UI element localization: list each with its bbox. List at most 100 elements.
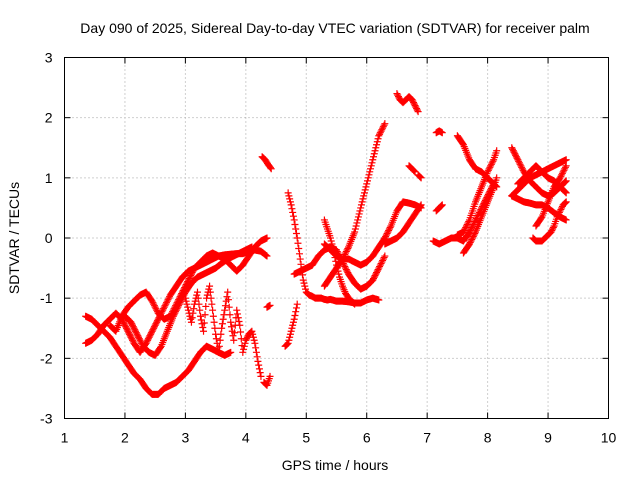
data-point [466,226,474,234]
data-point [367,165,374,173]
data-point [255,365,263,373]
data-point [229,332,237,340]
data-point [364,174,372,182]
data-point [134,332,142,340]
data-point [266,301,274,309]
data-point [366,168,374,176]
data-point [208,300,216,308]
data-point [562,198,570,206]
data-point [149,326,157,334]
data-point [554,211,562,219]
data-point [518,163,526,171]
data-point [254,357,262,365]
data-point [288,205,296,213]
data-point [340,252,348,260]
data-point [125,329,133,337]
data-point [343,246,351,254]
data-point [393,90,401,98]
data-point [417,201,425,209]
y-tick-label: 2 [45,110,53,126]
data-point [561,165,569,173]
data-point [220,311,228,319]
data-point [160,303,168,311]
data-point [334,267,342,275]
data-point [236,321,244,329]
data-point [363,180,371,188]
data-point [369,276,377,284]
data-point [209,312,217,320]
data-point [292,229,300,237]
data-point [183,300,191,308]
y-tick-label: -2 [40,350,53,366]
data-point [373,138,381,146]
series-sat-18 [414,171,425,182]
data-point [561,187,569,195]
data-point [163,299,170,307]
data-point [459,140,467,148]
data-point [172,306,180,314]
data-point [464,219,472,227]
data-point [197,316,205,324]
data-point [150,323,158,331]
data-point [256,369,264,377]
data-point [300,279,308,287]
data-point [178,296,186,304]
data-point [513,154,521,162]
data-point [252,344,260,352]
data-point [150,324,158,332]
data-point [472,216,480,224]
data-point [171,309,179,317]
data-point [515,159,523,167]
data-point [150,300,158,308]
data-point [297,260,305,268]
data-point [394,91,402,99]
data-point [351,228,359,236]
data-point [181,294,189,302]
data-point [123,326,131,334]
data-point [243,335,251,343]
data-point [234,310,242,318]
data-point [286,195,294,203]
data-point [199,323,207,331]
data-point [163,297,171,305]
data-point [561,178,569,186]
data-point [137,338,145,346]
series-sat-8 [263,301,274,311]
data-point [518,165,526,173]
data-point [466,239,474,247]
data-point [342,248,350,256]
series-sat-1 [82,312,235,398]
data-point [209,306,217,314]
x-tick-label: 4 [242,430,250,446]
data-point [214,344,222,352]
data-point [411,168,419,176]
series-sat-22 [429,180,498,248]
data-point [373,141,381,149]
y-tick-label: -1 [40,290,53,306]
data-point [193,291,201,299]
data-point [286,333,294,341]
data-point [202,302,210,310]
data-point [385,225,393,233]
data-point [375,296,383,304]
data-point [357,204,365,212]
data-point [556,207,564,215]
data-point [358,198,366,206]
data-point [124,327,132,335]
data-point [380,254,388,262]
data-point [292,304,300,312]
data-point [488,159,496,167]
data-point [410,100,418,108]
data-point [556,174,564,182]
data-point [193,288,201,296]
data-point [175,300,183,308]
data-point [285,192,293,200]
data-point [248,243,256,251]
data-point [375,132,383,140]
data-point [465,228,473,236]
data-point [339,255,347,263]
data-point [224,288,232,296]
data-point [374,266,382,274]
data-point [299,276,307,284]
data-point [558,169,566,177]
